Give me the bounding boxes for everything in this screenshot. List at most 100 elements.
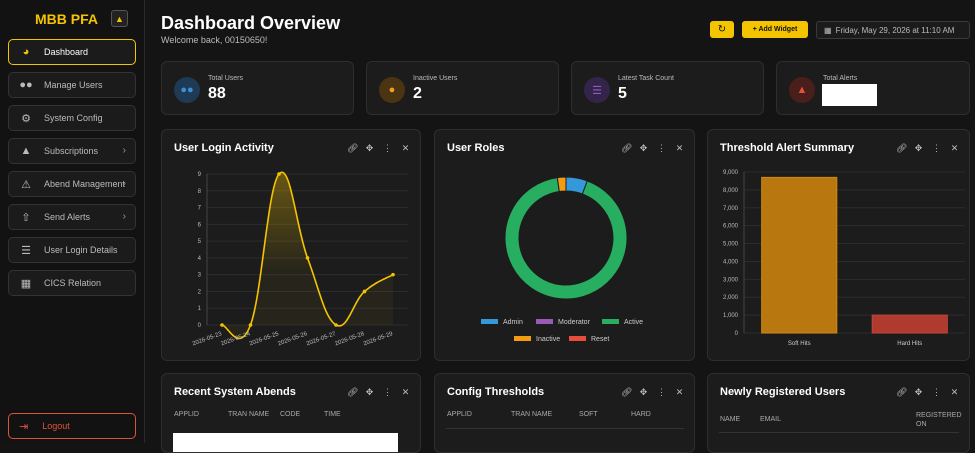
close-icon[interactable]: ✕ — [950, 387, 959, 397]
link-icon[interactable]: 🔗︎ — [896, 143, 908, 153]
data-point — [391, 272, 395, 277]
card-config-thresholds: Config Thresholds 🔗︎ ✥ ⋮ ✕ APPLID TRAN NAME… — [434, 373, 695, 453]
close-icon[interactable]: ✕ — [401, 143, 410, 153]
list-icon: ☰ — [21, 244, 31, 257]
sidebar-item-send-alerts[interactable]: ⇧ Send Alerts › — [8, 204, 136, 230]
logout-icon: ⇥ — [19, 420, 29, 433]
users-icon: ●● — [174, 77, 200, 103]
sidebar-item-system-config[interactable]: ⚙ System Config — [8, 105, 136, 131]
expand-icon[interactable]: ✥ — [639, 387, 648, 397]
logout-button[interactable]: ⇥ Logout — [8, 413, 136, 439]
y-tick-label: 4,000 — [723, 259, 739, 265]
close-icon[interactable]: ✕ — [401, 387, 410, 397]
close-icon[interactable]: ✕ — [675, 143, 684, 153]
refresh-button[interactable]: ↻ — [710, 21, 734, 38]
data-point — [277, 172, 281, 176]
y-tick-label: 0 — [198, 323, 202, 329]
main-content: Dashboard Overview Welcome back, 0015065… — [145, 0, 975, 453]
card-title: User Login Activity — [174, 142, 274, 154]
sidebar-item-label: Manage Users — [44, 80, 103, 90]
column-header: SOFT — [579, 411, 598, 418]
add-widget-button[interactable]: + Add Widget — [742, 21, 808, 38]
stat-label: Inactive Users — [413, 75, 458, 82]
y-tick-label: 5 — [198, 239, 202, 245]
drag-handle-icon[interactable]: ⋮ — [932, 143, 941, 153]
y-tick-label: 7,000 — [723, 206, 739, 212]
redacted-value — [822, 84, 877, 106]
drag-handle-icon[interactable]: ⋮ — [657, 387, 666, 397]
card-title: Newly Registered Users — [720, 386, 846, 398]
drag-handle-icon[interactable]: ⋮ — [932, 387, 941, 397]
pie-slice — [556, 176, 567, 193]
card-user-login-activity: User Login Activity 🔗︎ ✥ ⋮ ✕ 0 1 2 3 4 5 6 7 8 9 2026… — [161, 129, 421, 361]
area-fill — [222, 172, 393, 339]
stat-card-inactive-users: ● Inactive Users 2 — [366, 61, 559, 115]
table-divider — [446, 428, 684, 429]
table-divider — [719, 432, 959, 433]
data-point — [248, 323, 253, 327]
expand-icon[interactable]: ✥ — [365, 143, 374, 153]
x-tick-label: 2026-05-28 — [334, 331, 366, 347]
redacted-rows — [173, 433, 398, 452]
x-tick-label: 2026-05-23 — [192, 331, 224, 347]
sidebar-item-label: CICS Relation — [44, 278, 102, 288]
y-tick-label: 4 — [198, 256, 202, 262]
sidebar-item-abend-management[interactable]: ⚠ Abend Management › — [8, 171, 136, 197]
sidebar-item-user-login-details[interactable]: ☰ User Login Details — [8, 237, 136, 263]
legend-swatch — [602, 319, 619, 324]
users-icon: ●● — [19, 79, 33, 91]
stat-value: 2 — [413, 85, 422, 102]
sidebar-item-subscriptions[interactable]: ▲ Subscriptions › — [8, 138, 136, 164]
column-header: TIME — [324, 411, 341, 418]
stat-card-latest-task-count: ☰ Latest Task Count 5 — [571, 61, 764, 115]
link-icon[interactable]: 🔗︎ — [896, 387, 908, 397]
stat-label: Total Users — [208, 75, 244, 82]
y-tick-label: 9,000 — [723, 170, 739, 176]
y-tick-label: 1,000 — [723, 313, 739, 319]
data-point — [220, 323, 224, 327]
sidebar: MBB PFA ▲ ◕ Dashboard ●● Manage Users ⚙ Syste… — [0, 0, 145, 443]
link-icon[interactable]: 🔗︎ — [621, 387, 633, 397]
card-tools: 🔗︎ ✥ ⋮ ✕ — [896, 387, 959, 398]
sidebar-item-label: System Config — [44, 113, 103, 123]
expand-icon[interactable]: ✥ — [914, 143, 923, 153]
y-tick-label: 9 — [198, 172, 202, 178]
y-tick-label: 2,000 — [723, 295, 739, 301]
sidebar-item-cics-relation[interactable]: ▦ CICS Relation — [8, 270, 136, 296]
drag-handle-icon[interactable]: ⋮ — [383, 143, 392, 153]
login-activity-chart: 01234567892026-05-232026-05-242026-05-25… — [192, 171, 408, 347]
close-icon[interactable]: ✕ — [950, 143, 959, 153]
sitemap-icon: ▦ — [20, 277, 32, 290]
close-icon[interactable]: ✕ — [675, 387, 684, 397]
stat-value: 88 — [208, 85, 226, 102]
data-point — [334, 323, 338, 327]
data-point — [362, 289, 367, 294]
drag-handle-icon[interactable]: ⋮ — [657, 143, 666, 153]
card-tools: 🔗︎ ✥ ⋮ ✕ — [621, 143, 684, 154]
stat-label: Total Alerts — [823, 75, 858, 82]
stat-card-total-alerts: ▲ Total Alerts — [776, 61, 970, 115]
expand-icon[interactable]: ✥ — [639, 143, 648, 153]
expand-icon[interactable]: ✥ — [914, 387, 923, 397]
y-tick-label: 2 — [198, 289, 202, 295]
y-tick-label: 8 — [198, 189, 202, 195]
link-icon[interactable]: 🔗︎ — [621, 143, 633, 153]
x-tick-label: 2026-05-29 — [363, 331, 395, 347]
card-user-roles: User Roles 🔗︎ ✥ ⋮ ✕ Admin Moderator Active Ina… — [434, 129, 695, 361]
expand-icon[interactable]: ✥ — [365, 387, 374, 397]
pin-sidebar-button[interactable]: ▲ — [111, 10, 128, 27]
bar — [761, 176, 838, 334]
sidebar-item-dashboard[interactable]: ◕ Dashboard — [8, 39, 136, 65]
sidebar-item-label: Send Alerts — [44, 212, 91, 222]
x-tick-label: 2026-05-27 — [306, 331, 338, 347]
stat-value: 5 — [618, 85, 627, 102]
legend-label: Inactive — [536, 336, 560, 343]
link-icon[interactable]: 🔗︎ — [347, 387, 359, 397]
drag-handle-icon[interactable]: ⋮ — [383, 387, 392, 397]
legend-swatch — [536, 319, 553, 324]
sidebar-item-manage-users[interactable]: ●● Manage Users — [8, 72, 136, 98]
chevron-right-icon: › — [122, 211, 126, 222]
y-tick-label: 5,000 — [723, 242, 739, 248]
link-icon[interactable]: 🔗︎ — [347, 143, 359, 153]
gears-icon: ⚙ — [21, 112, 31, 125]
